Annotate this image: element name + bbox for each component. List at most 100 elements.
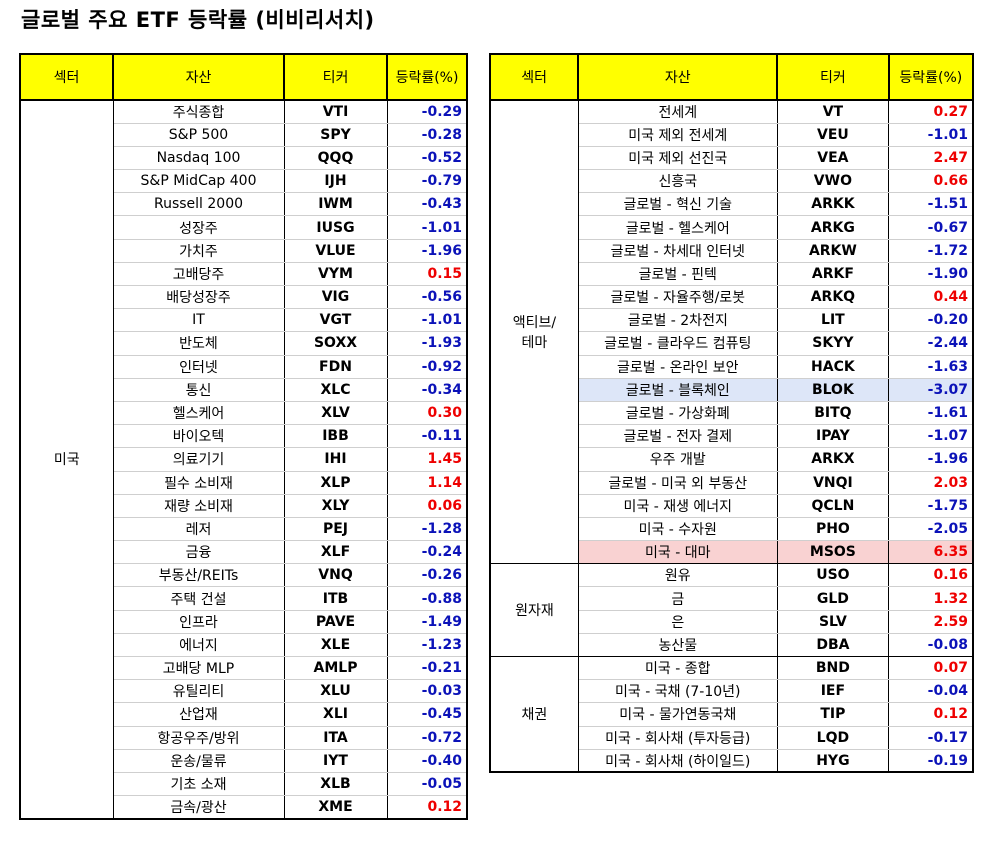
header-change: 등락률(%) [386, 53, 468, 101]
change-cell: -0.03 [386, 679, 468, 704]
table-row: 금융 XLF -0.24 [20, 540, 468, 565]
change-cell: -0.67 [888, 215, 974, 240]
header-change: 등락률(%) [887, 53, 975, 101]
change-cell: -0.40 [386, 748, 468, 773]
ticker-cell: PEJ [283, 516, 388, 542]
header-asset: 자산 [112, 53, 285, 101]
ticker-cell: USO [776, 563, 890, 588]
asset-cell: 원유 [577, 563, 778, 588]
table-row: 배당성장주 VIG -0.56 [20, 284, 468, 310]
ticker-cell: VNQI [776, 470, 890, 495]
asset-cell: 글로벌 - 온라인 보안 [577, 354, 778, 379]
ticker-cell: LQD [776, 725, 890, 750]
change-cell: 6.35 [888, 540, 974, 565]
change-cell: -0.04 [888, 679, 974, 704]
ticker-cell: VGT [283, 308, 388, 333]
asset-cell: 전세계 [577, 99, 778, 124]
asset-cell: 유틸리티 [112, 679, 285, 704]
change-cell: 2.59 [888, 609, 974, 634]
asset-cell: 재량 소비재 [112, 493, 285, 518]
ticker-cell: QCLN [776, 493, 890, 518]
ticker-cell: AMLP [283, 655, 388, 681]
change-cell: -1.01 [888, 122, 974, 147]
ticker-cell: ARKK [776, 192, 890, 217]
left-table-body: 미국 주식종합 VTI -0.29 S&P 500 SPY -0.28 Nasdaq 100 Q… [19, 99, 468, 820]
asset-cell: 산업재 [112, 702, 285, 727]
asset-cell: 고배당 MLP [112, 655, 285, 681]
change-cell: -1.63 [888, 354, 974, 379]
change-cell: -1.96 [888, 447, 974, 472]
asset-cell: 미국 - 재생 에너지 [577, 493, 778, 518]
table-row: 글로벌 - 가상화폐 BITQ -1.61 [490, 400, 974, 426]
table-row: 글로벌 - 블록체인 BLOK -3.07 [490, 377, 974, 402]
ticker-cell: BITQ [776, 400, 890, 426]
table-row: 글로벌 - 온라인 보안 HACK -1.63 [490, 354, 974, 379]
change-cell: 0.12 [386, 795, 468, 820]
change-cell: -0.92 [386, 354, 468, 379]
ticker-cell: VNQ [283, 563, 388, 588]
change-cell: -2.05 [888, 516, 974, 542]
asset-cell: Nasdaq 100 [112, 145, 285, 171]
asset-cell: 부동산/REITs [112, 563, 285, 588]
asset-cell: Russell 2000 [112, 192, 285, 217]
left-etf-table: 섹터 자산 티커 등락률(%) 미국 주식종합 VTI -0.29 S&P 500 SPY… [19, 53, 468, 820]
change-cell: -2.44 [888, 331, 974, 356]
right-table-body: 액티브/ 테마 전세계 VT 0.27 미국 제외 전세계 VEU -1.01 미국 제외 선… [489, 99, 974, 773]
ticker-cell: DBA [776, 632, 890, 658]
ticker-cell: SKYY [776, 331, 890, 356]
header-ticker: 티커 [776, 53, 890, 101]
table-row: 은 SLV 2.59 [490, 609, 974, 634]
ticker-cell: VT [776, 99, 890, 124]
asset-cell: 인프라 [112, 609, 285, 634]
table-row: 원자재 원유 USO 0.16 [489, 563, 974, 657]
table-row: 글로벌 - 차세대 인터넷 ARKW -1.72 [490, 238, 974, 263]
asset-cell: 운송/물류 [112, 748, 285, 773]
change-cell: 0.27 [888, 99, 974, 124]
ticker-cell: TIP [776, 702, 890, 727]
change-cell: 0.06 [386, 493, 468, 518]
change-cell: -1.28 [386, 516, 468, 542]
change-cell: -1.51 [888, 192, 974, 217]
asset-cell: 항공우주/방위 [112, 725, 285, 750]
ticker-cell: XLF [283, 540, 388, 565]
change-cell: 0.44 [888, 284, 974, 310]
change-cell: -0.43 [386, 192, 468, 217]
change-cell: 2.47 [888, 145, 974, 171]
table-row: Nasdaq 100 QQQ -0.52 [20, 145, 468, 171]
ticker-cell: IEF [776, 679, 890, 704]
sector-cell: 채권 [489, 656, 579, 773]
table-row: 미국 - 대마 MSOS 6.35 [490, 540, 974, 565]
table-row: 농산물 DBA -0.08 [490, 632, 974, 658]
ticker-cell: VTI [283, 99, 388, 124]
ticker-cell: BLOK [776, 377, 890, 402]
change-cell: -0.08 [888, 632, 974, 658]
table-row: 미국 제외 선진국 VEA 2.47 [490, 145, 974, 171]
asset-cell: 글로벌 - 핀텍 [577, 261, 778, 287]
asset-cell: S&P 500 [112, 122, 285, 147]
ticker-cell: BND [776, 655, 890, 681]
ticker-cell: HYG [776, 748, 890, 773]
ticker-cell: SLV [776, 609, 890, 634]
change-cell: -1.75 [888, 493, 974, 518]
change-cell: -0.21 [386, 655, 468, 681]
table-row: 글로벌 - 핀텍 ARKF -1.90 [490, 261, 974, 287]
asset-cell: 기초 소재 [112, 771, 285, 797]
table-row: 고배당 MLP AMLP -0.21 [20, 655, 468, 681]
header-sector: 섹터 [488, 53, 580, 101]
table-row: 항공우주/방위 ITA -0.72 [20, 725, 468, 750]
table-row: 성장주 IUSG -1.01 [20, 215, 468, 240]
ticker-cell: GLD [776, 586, 890, 611]
asset-cell: 인터넷 [112, 354, 285, 379]
ticker-cell: ITA [283, 725, 388, 750]
ticker-cell: XLE [283, 632, 388, 658]
asset-cell: 헬스케어 [112, 400, 285, 426]
ticker-cell: QQQ [283, 145, 388, 171]
header-sector: 섹터 [19, 53, 114, 101]
ticker-cell: VEA [776, 145, 890, 171]
change-cell: -1.07 [888, 424, 974, 449]
ticker-cell: ARKQ [776, 284, 890, 310]
change-cell: -1.90 [888, 261, 974, 287]
change-cell: -1.93 [386, 331, 468, 356]
ticker-cell: FDN [283, 354, 388, 379]
asset-cell: 통신 [112, 377, 285, 402]
